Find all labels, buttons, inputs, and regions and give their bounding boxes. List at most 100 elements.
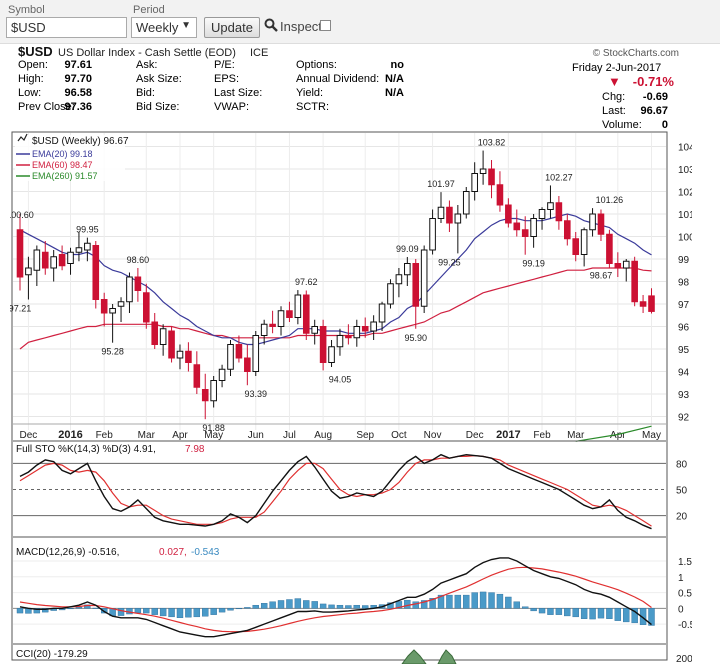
- candle-body: [454, 213, 462, 224]
- candle-body: [92, 245, 100, 300]
- y-tick-label: 102: [678, 188, 692, 199]
- x-tick-label: Apr: [172, 430, 188, 441]
- candle-body: [126, 276, 133, 303]
- candle-body: [50, 256, 57, 269]
- macd-histogram-bar: [75, 606, 83, 609]
- symbol-input[interactable]: $USD: [6, 17, 127, 38]
- macd-histogram-bar: [244, 607, 251, 609]
- stock-chart: $USD US Dollar Index - Cash Settle (EOD)…: [6, 44, 696, 665]
- price-annotation: 97.62: [295, 277, 318, 287]
- candle-body: [286, 310, 293, 318]
- macd-histogram-bar: [437, 594, 445, 609]
- macd-histogram-bar: [277, 600, 285, 609]
- macd-histogram-bar: [463, 594, 470, 609]
- candle-body: [336, 335, 344, 348]
- candle-body: [75, 247, 83, 253]
- candle-body: [564, 220, 571, 240]
- legend-background: [15, 135, 125, 181]
- candle-body: [143, 292, 150, 323]
- candle-body: [404, 263, 411, 276]
- macd-histogram-bar: [227, 608, 234, 611]
- macd-histogram-bar: [513, 601, 520, 609]
- stat-label: Options:: [296, 59, 337, 71]
- x-tick-label: Dec: [20, 430, 38, 441]
- cci-legend: CCI(20) -179.29: [16, 649, 88, 660]
- macd-histogram-bar: [202, 608, 209, 617]
- period-select[interactable]: Weekly ▼: [131, 17, 197, 38]
- price-annotation: 91.88: [202, 423, 225, 433]
- x-tick-label: 2016: [58, 429, 82, 441]
- macd-signal-line: [19, 566, 652, 633]
- x-tick-label: Nov: [424, 430, 442, 441]
- candle-body: [193, 364, 201, 388]
- macd-histogram-bar: [159, 608, 167, 617]
- x-tick-label: 2017: [496, 429, 520, 441]
- cci-area: [437, 649, 457, 665]
- macd-histogram-bar: [420, 600, 428, 609]
- macd-histogram-bar: [404, 599, 411, 609]
- candle-body: [252, 335, 260, 372]
- x-tick-label: Mar: [567, 430, 585, 441]
- chart-name: US Dollar Index - Cash Settle (EOD): [58, 47, 236, 59]
- y-tick-label: 20: [676, 512, 688, 523]
- y-tick-label: 101: [678, 210, 692, 221]
- candle-body: [446, 206, 453, 224]
- sto-d-line: [19, 454, 652, 527]
- macd-histogram-bar: [471, 592, 478, 609]
- macd-histogram-bar: [92, 607, 99, 609]
- y-tick-label: 96: [678, 323, 690, 334]
- candle-body: [328, 346, 335, 363]
- candle-body: [370, 321, 377, 332]
- macd-histogram-bar: [496, 593, 504, 609]
- macd-histogram-bar: [538, 608, 546, 614]
- macd-histogram-bar: [311, 601, 318, 609]
- price-annotation: 102.27: [545, 172, 573, 182]
- stat-value: N/A: [385, 87, 404, 99]
- macd-line: [19, 557, 652, 638]
- symbol-label: Symbol: [8, 4, 45, 16]
- update-button[interactable]: Update: [204, 17, 260, 38]
- last-label: Last:: [602, 105, 626, 117]
- candle-body: [185, 350, 192, 363]
- macd-histogram-bar: [176, 608, 184, 619]
- candle-body: [538, 209, 546, 219]
- candle-body: [210, 380, 217, 402]
- candle-body: [555, 202, 563, 222]
- candle-body: [311, 326, 318, 334]
- x-tick-label: May: [204, 430, 223, 441]
- y-tick-label: 1: [678, 573, 684, 584]
- candle-body: [622, 260, 630, 269]
- inspect-checkbox[interactable]: [320, 20, 331, 31]
- candle-body: [33, 249, 41, 271]
- macd-histogram-bar: [614, 608, 622, 621]
- candle-body: [378, 303, 386, 323]
- macd-histogram-bar: [151, 608, 158, 615]
- macd-histogram-bar: [606, 608, 613, 619]
- candle-body: [496, 184, 504, 206]
- x-tick-label: Feb: [96, 430, 114, 441]
- price-annotation: 99.95: [76, 225, 99, 235]
- candle-body: [260, 323, 268, 336]
- candle-body: [227, 344, 234, 370]
- macd-histogram-bar: [530, 608, 537, 612]
- y-tick-label: 0: [678, 604, 684, 615]
- sto-k-line: [19, 453, 652, 530]
- stats-table: Friday 2-Jun-2017 ▼ -0.71% Chg: -0.69 La…: [18, 59, 674, 131]
- candle-body: [589, 213, 596, 231]
- macd-histogram-bar: [260, 603, 268, 609]
- y-tick-label: 99: [678, 255, 690, 266]
- stat-value: 97.70: [64, 73, 92, 85]
- chart-symbol: $USD: [18, 44, 53, 59]
- price-annotation: 94.05: [329, 374, 352, 384]
- stat-label: Open:: [18, 59, 48, 71]
- candle-body: [117, 301, 125, 307]
- macd-legend-signal: 0.027,: [159, 547, 187, 558]
- ema260-line: [575, 425, 652, 442]
- period-select-value: Weekly: [136, 20, 179, 35]
- macd-histogram-bar: [412, 601, 419, 609]
- y-tick-label: 92: [678, 413, 690, 424]
- candle-body: [109, 308, 116, 314]
- stat-label: SCTR:: [296, 101, 329, 113]
- y-tick-label: -0.5: [678, 620, 692, 631]
- chg-label: Chg:: [602, 91, 625, 103]
